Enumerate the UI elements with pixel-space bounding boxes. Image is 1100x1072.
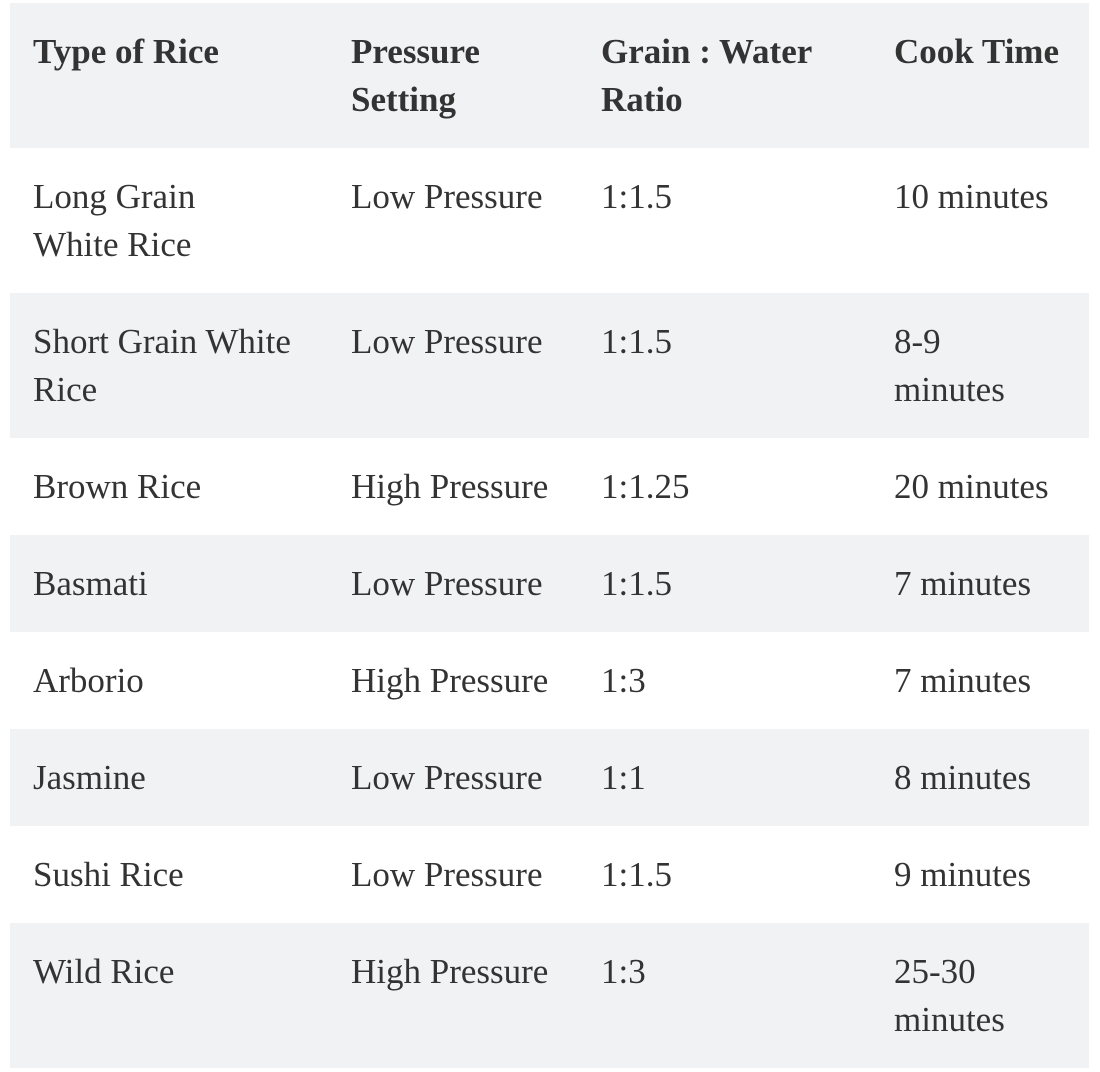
table-cell: 1:1.5 bbox=[601, 177, 672, 216]
table-cell: Arborio bbox=[33, 661, 144, 700]
table-cell: Long Grain White Rice bbox=[33, 177, 196, 264]
table-cell: 1:1.5 bbox=[601, 564, 672, 603]
header-cell: Grain : Water Ratio bbox=[601, 32, 813, 119]
table-header: Type of Rice Pressure Setting Grain : Wate… bbox=[10, 3, 1089, 148]
table-cell: Low Pressure bbox=[351, 564, 543, 603]
table-row: Long Grain White Rice Low Pressure 1:1.5 10… bbox=[10, 148, 1089, 293]
table-cell: 1:1.5 bbox=[601, 322, 672, 361]
table-row: Sushi Rice Low Pressure 1:1.5 9 minutes bbox=[10, 826, 1089, 923]
table-cell: High Pressure bbox=[351, 661, 549, 700]
table-cell: 1:1.25 bbox=[601, 467, 690, 506]
table-cell: High Pressure bbox=[351, 952, 549, 991]
table-cell: Low Pressure bbox=[351, 322, 543, 361]
table-cell: Low Pressure bbox=[351, 855, 543, 894]
table-cell: 7 minutes bbox=[894, 661, 1032, 700]
table-cell: 10 minutes bbox=[894, 177, 1049, 216]
table-cell: Sushi Rice bbox=[33, 855, 184, 894]
table-row: Arborio High Pressure 1:3 7 minutes bbox=[10, 632, 1089, 729]
header-row: Type of Rice Pressure Setting Grain : Wate… bbox=[10, 3, 1089, 148]
table-cell: 25-30 minutes bbox=[894, 952, 1005, 1039]
table-cell: 1:1 bbox=[601, 758, 646, 797]
table-row: Wild Rice High Pressure 1:3 25-30 minutes bbox=[10, 923, 1089, 1068]
table-cell: Basmati bbox=[33, 564, 148, 603]
table-row: Jasmine Low Pressure 1:1 8 minutes bbox=[10, 729, 1089, 826]
table-cell: High Pressure bbox=[351, 467, 549, 506]
rice-cooking-table: Type of Rice Pressure Setting Grain : Wate… bbox=[10, 3, 1089, 1068]
header-cell: Type of Rice bbox=[33, 32, 219, 71]
table-cell: 9 minutes bbox=[894, 855, 1032, 894]
table-cell: Wild Rice bbox=[33, 952, 175, 991]
table-cell: 1:3 bbox=[601, 952, 646, 991]
header-cell: Cook Time bbox=[894, 32, 1059, 71]
table-row: Basmati Low Pressure 1:1.5 7 minutes bbox=[10, 535, 1089, 632]
table-cell: Brown Rice bbox=[33, 467, 202, 506]
table-cell: Low Pressure bbox=[351, 177, 543, 216]
table-cell: 8-9 minutes bbox=[894, 322, 1005, 409]
header-cell: Pressure Setting bbox=[351, 32, 480, 119]
table-body: Long Grain White Rice Low Pressure 1:1.5 10… bbox=[10, 148, 1089, 1068]
table-cell: 1:3 bbox=[601, 661, 646, 700]
table-cell: 20 minutes bbox=[894, 467, 1049, 506]
table-cell: Low Pressure bbox=[351, 758, 543, 797]
table-cell: Short Grain White Rice bbox=[33, 322, 291, 409]
table-row: Short Grain White Rice Low Pressure 1:1.5 8… bbox=[10, 293, 1089, 438]
table-row: Brown Rice High Pressure 1:1.25 20 minutes bbox=[10, 438, 1089, 535]
table-cell: 1:1.5 bbox=[601, 855, 672, 894]
table-cell: Jasmine bbox=[33, 758, 146, 797]
table-cell: 8 minutes bbox=[894, 758, 1032, 797]
table-cell: 7 minutes bbox=[894, 564, 1032, 603]
